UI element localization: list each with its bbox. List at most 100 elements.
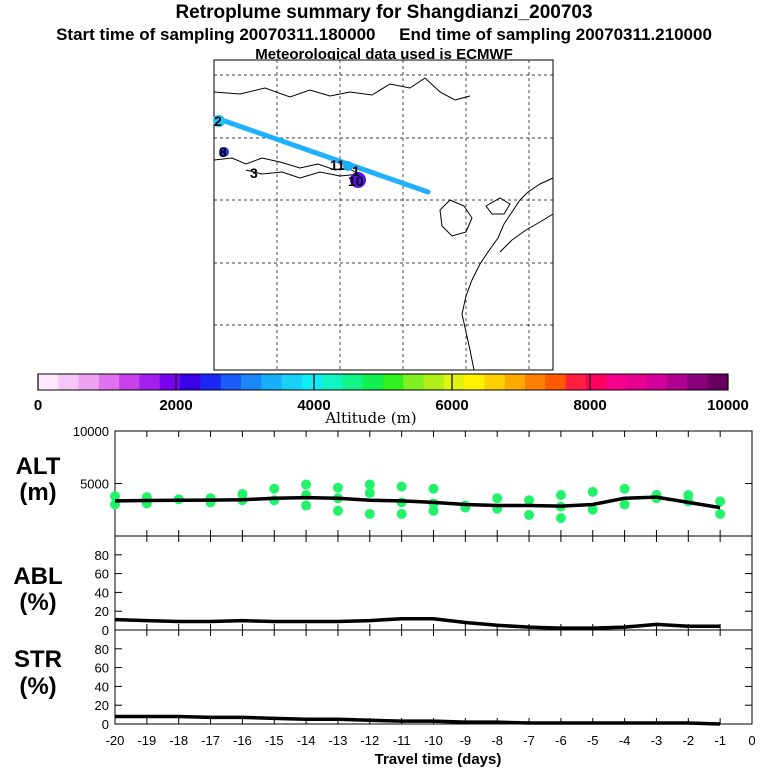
x-tick-label: -6 <box>555 733 567 748</box>
x-tick-label: -7 <box>523 733 535 748</box>
x-tick-label: -2 <box>683 733 695 748</box>
altitude-cluster-point <box>269 483 280 494</box>
panel-unit: (%) <box>19 673 56 700</box>
colorbar-swatch <box>78 374 100 390</box>
x-tick-label: -19 <box>137 733 156 748</box>
colorbar-swatch <box>687 374 709 390</box>
colorbar-swatch <box>585 374 607 390</box>
colorbar-swatch <box>383 374 404 390</box>
border-line <box>213 157 363 177</box>
colorbar-swatches <box>38 374 729 390</box>
colorbar-swatch <box>362 374 384 390</box>
y-tick-label: 0 <box>102 717 109 732</box>
x-tick-label: -10 <box>424 733 443 748</box>
y-tick-label: 0 <box>102 623 109 638</box>
x-tick-label: -15 <box>265 733 284 748</box>
panel-unit: (m) <box>19 479 56 506</box>
cluster-label: 10 <box>348 173 364 189</box>
colorbar-swatch <box>667 374 688 390</box>
altitude-cluster-point <box>555 513 566 524</box>
y-tick-label: 5000 <box>80 477 109 492</box>
end-time-label: End time of sampling 20070311.210000 <box>399 25 712 44</box>
cluster-label: 2 <box>214 113 222 129</box>
panel-frame <box>114 430 753 537</box>
cluster-marker <box>213 115 225 127</box>
colorbar-swatch <box>707 374 729 390</box>
abl-line <box>114 616 721 630</box>
panel-title: STR <box>14 646 62 673</box>
altitude-cluster-point <box>587 504 598 515</box>
mean-altitude-line <box>114 495 721 510</box>
x-tick-label: -18 <box>169 733 188 748</box>
cluster-marker <box>343 161 353 171</box>
altitude-cluster-point <box>364 508 375 519</box>
coast-line <box>461 177 554 371</box>
cluster-label: 11 <box>330 157 345 173</box>
colorbar-swatch <box>484 374 506 390</box>
altitude-cluster-point <box>110 491 120 502</box>
x-tick-label: -16 <box>233 733 252 748</box>
altitude-cluster-point <box>301 500 312 511</box>
altitude-cluster-point <box>587 486 598 497</box>
bay-outline <box>485 197 511 215</box>
coastlines <box>213 77 554 371</box>
x-tick-label: -9 <box>460 733 472 748</box>
y-tick-label: 20 <box>95 698 109 713</box>
altitude-cluster-point <box>364 487 375 498</box>
x-tick-label: -1 <box>714 733 726 748</box>
altitude-cluster-point <box>428 483 439 494</box>
x-tick-label: -4 <box>619 733 631 748</box>
panel-frame <box>114 629 753 725</box>
panel-title: ALT <box>16 453 61 480</box>
altitude-cluster-point <box>524 510 535 520</box>
panel-title: ABL <box>13 563 62 590</box>
colorbar-swatch <box>545 374 567 390</box>
colorbar-ticks: 0 2000 4000 6000 8000 10000 <box>34 374 749 414</box>
colorbar-swatch <box>606 374 627 390</box>
colorbar-swatch <box>301 374 323 390</box>
x-tick-label: -13 <box>329 733 348 748</box>
colorbar-swatch <box>464 374 485 390</box>
colorbar-swatch <box>98 374 120 390</box>
altitude-cluster-point <box>396 508 407 519</box>
panel-unit: (%) <box>19 589 56 616</box>
altitude-cluster-point <box>492 493 503 504</box>
x-tick-label: -14 <box>297 733 316 748</box>
plume-trajectory <box>213 115 431 195</box>
y-tick-label: 60 <box>95 661 109 676</box>
colorbar-swatch <box>342 374 364 390</box>
cluster-markers: 2 8 3 11 1 10 <box>213 113 366 189</box>
sampling-times: Start time of sampling 20070311.180000 E… <box>0 25 768 45</box>
colorbar-swatch <box>646 374 668 390</box>
x-tick-label: -20 <box>106 733 125 748</box>
y-tick-label: 20 <box>95 604 109 619</box>
colorbar-swatch <box>139 374 161 390</box>
colorbar-tick-label: 2000 <box>159 397 192 414</box>
str-line <box>115 714 721 726</box>
y-tick-label: 40 <box>95 585 109 600</box>
colorbar-tick-label: 6000 <box>435 397 468 414</box>
y-tick-label: 10000 <box>73 424 109 439</box>
coast-line <box>245 169 361 179</box>
colorbar-swatch <box>423 374 445 390</box>
cluster-marker <box>350 172 366 188</box>
chart-title: Retroplume summary for Shangdianzi_20070… <box>175 2 593 23</box>
y-tick-label: 40 <box>95 679 109 694</box>
colorbar-swatch <box>220 374 242 390</box>
altitude-cluster-point <box>332 482 343 493</box>
cluster-label: 8 <box>219 144 227 160</box>
altitude-cluster-point <box>619 499 630 510</box>
colorbar-swatch <box>565 374 587 390</box>
colorbar-swatch <box>119 374 140 390</box>
cluster-marker <box>219 147 229 157</box>
altitude-cluster-point <box>428 505 439 516</box>
y-tick-label: 80 <box>95 548 109 563</box>
altitude-cluster-point <box>555 490 566 501</box>
colorbar-swatch <box>261 374 282 390</box>
panel-str: 80 60 40 20 0 STR(%) <box>14 629 753 732</box>
y-tick-label: 60 <box>95 567 109 582</box>
altitude-cluster-point <box>524 495 535 506</box>
x-tick-label: -8 <box>491 733 503 748</box>
colorbar-tick-label: 8000 <box>573 397 606 414</box>
